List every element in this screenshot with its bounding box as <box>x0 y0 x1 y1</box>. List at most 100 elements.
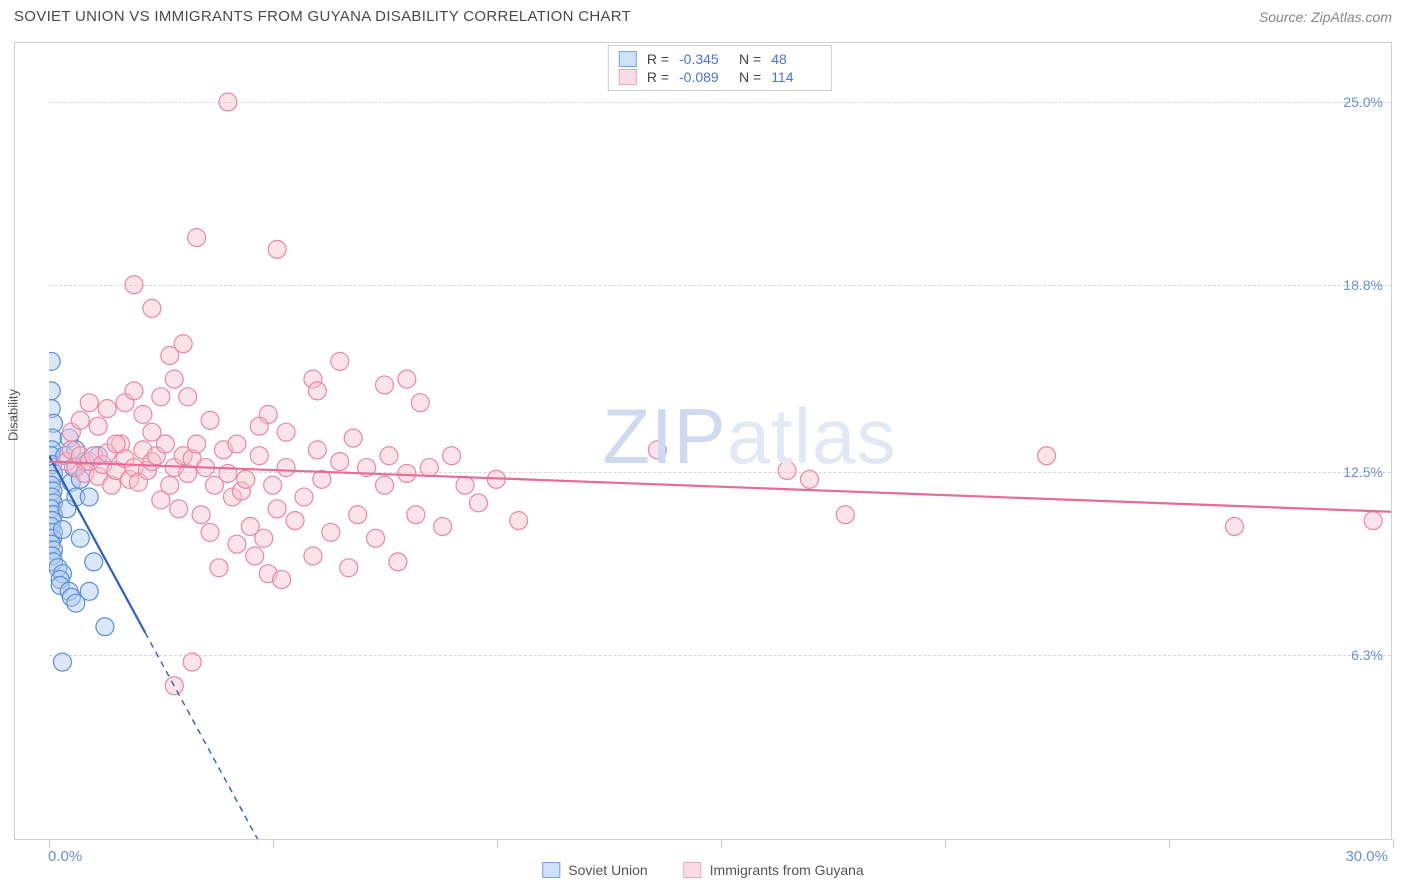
data-point-guyana <box>237 470 255 488</box>
data-point-guyana <box>107 435 125 453</box>
plot-area: 6.3%12.5%18.8%25.0% ZIPatlas R = -0.345 … <box>49 43 1391 839</box>
data-point-guyana <box>188 229 206 247</box>
data-point-guyana <box>277 459 295 477</box>
data-point-soviet <box>85 553 103 571</box>
data-point-guyana <box>398 464 416 482</box>
r-label: R = <box>647 69 669 85</box>
data-point-guyana <box>331 352 349 370</box>
legend-label: Immigrants from Guyana <box>710 862 864 878</box>
x-axis-min-label: 0.0% <box>48 848 82 865</box>
data-point-guyana <box>201 411 219 429</box>
legend-item-guyana: Immigrants from Guyana <box>684 862 864 878</box>
data-point-guyana <box>143 423 161 441</box>
data-point-guyana <box>228 435 246 453</box>
data-point-guyana <box>376 476 394 494</box>
data-point-guyana <box>1038 447 1056 465</box>
r-value: -0.089 <box>679 69 729 85</box>
data-point-guyana <box>286 512 304 530</box>
data-point-guyana <box>183 653 201 671</box>
data-point-guyana <box>277 423 295 441</box>
data-point-guyana <box>308 441 326 459</box>
legend-swatch-guyana <box>619 69 637 85</box>
legend-swatch-guyana <box>684 862 702 878</box>
n-value: 114 <box>771 69 821 85</box>
data-point-guyana <box>268 240 286 258</box>
r-label: R = <box>647 51 669 67</box>
x-tick <box>1169 839 1170 847</box>
data-point-guyana <box>434 518 452 536</box>
data-point-soviet <box>49 382 60 400</box>
data-point-soviet <box>96 618 114 636</box>
x-tick <box>497 839 498 847</box>
correlation-legend-row: R = -0.089 N = 114 <box>619 68 821 86</box>
data-point-guyana <box>152 388 170 406</box>
correlation-legend-row: R = -0.345 N = 48 <box>619 50 821 68</box>
data-point-guyana <box>250 447 268 465</box>
data-point-guyana <box>80 394 98 412</box>
correlation-legend: R = -0.345 N = 48 R = -0.089 N = 114 <box>608 45 832 91</box>
data-point-guyana <box>1225 518 1243 536</box>
chart-container: Disability 6.3%12.5%18.8%25.0% ZIPatlas … <box>14 42 1392 840</box>
legend-label: Soviet Union <box>568 862 647 878</box>
data-point-guyana <box>201 523 219 541</box>
x-tick <box>1393 839 1394 847</box>
data-point-guyana <box>255 529 273 547</box>
data-point-guyana <box>778 462 796 480</box>
data-point-guyana <box>71 411 89 429</box>
data-point-guyana <box>510 512 528 530</box>
data-point-guyana <box>174 335 192 353</box>
data-point-soviet <box>49 352 60 370</box>
data-point-guyana <box>98 400 116 418</box>
data-point-guyana <box>648 441 666 459</box>
data-point-guyana <box>407 506 425 524</box>
data-point-guyana <box>89 417 107 435</box>
y-axis-label: Disability <box>6 389 21 441</box>
data-point-soviet <box>53 653 71 671</box>
data-point-guyana <box>469 494 487 512</box>
data-point-guyana <box>800 470 818 488</box>
data-point-guyana <box>165 370 183 388</box>
data-point-guyana <box>304 547 322 565</box>
data-point-guyana <box>380 447 398 465</box>
data-point-guyana <box>443 447 461 465</box>
data-point-guyana <box>125 382 143 400</box>
data-point-guyana <box>264 476 282 494</box>
data-point-guyana <box>331 453 349 471</box>
data-point-guyana <box>1364 512 1382 530</box>
data-point-guyana <box>308 382 326 400</box>
legend-swatch-soviet <box>542 862 560 878</box>
data-point-guyana <box>125 276 143 294</box>
data-point-guyana <box>340 559 358 577</box>
x-tick <box>945 839 946 847</box>
data-point-guyana <box>228 535 246 553</box>
data-point-guyana <box>268 500 286 518</box>
n-label: N = <box>739 51 761 67</box>
x-tick <box>49 839 50 847</box>
data-point-guyana <box>295 488 313 506</box>
data-point-guyana <box>143 299 161 317</box>
data-point-guyana <box>161 476 179 494</box>
data-point-guyana <box>389 553 407 571</box>
legend-swatch-soviet <box>619 51 637 67</box>
data-point-guyana <box>420 459 438 477</box>
data-point-guyana <box>273 571 291 589</box>
series-legend: Soviet Union Immigrants from Guyana <box>542 862 863 878</box>
data-point-soviet <box>80 488 98 506</box>
chart-title: SOVIET UNION VS IMMIGRANTS FROM GUYANA D… <box>14 8 631 25</box>
data-point-guyana <box>398 370 416 388</box>
data-point-guyana <box>246 547 264 565</box>
x-axis-max-label: 30.0% <box>1345 848 1388 865</box>
n-label: N = <box>739 69 761 85</box>
data-point-guyana <box>344 429 362 447</box>
data-point-guyana <box>179 388 197 406</box>
data-point-guyana <box>349 506 367 524</box>
data-point-guyana <box>411 394 429 412</box>
scatter-svg <box>49 43 1391 839</box>
data-point-soviet <box>71 529 89 547</box>
data-point-guyana <box>134 405 152 423</box>
data-point-guyana <box>376 376 394 394</box>
data-point-soviet <box>53 520 71 538</box>
data-point-guyana <box>250 417 268 435</box>
x-tick <box>721 839 722 847</box>
data-point-guyana <box>836 506 854 524</box>
